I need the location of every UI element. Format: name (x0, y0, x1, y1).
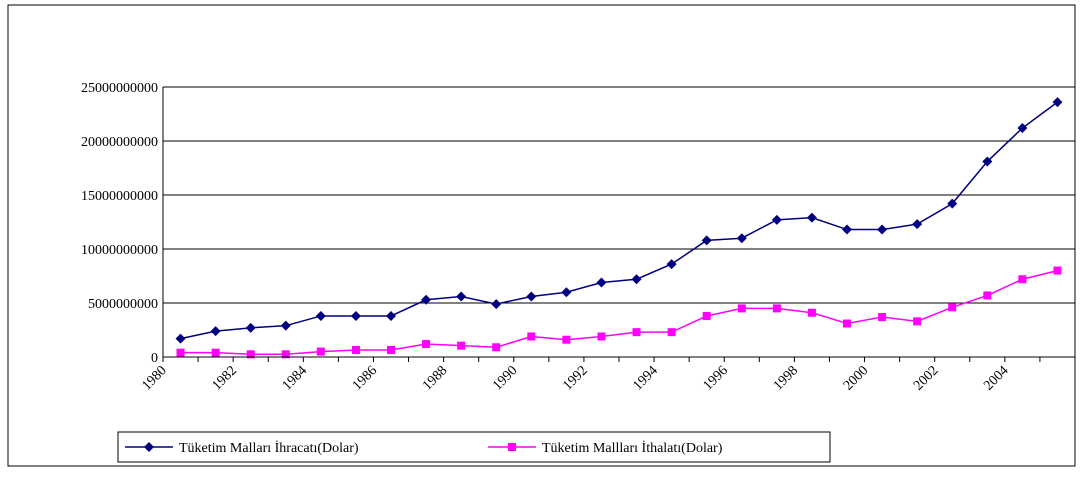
y-tick-label: 20000000000 (81, 135, 158, 150)
point (807, 308, 816, 317)
point (387, 345, 395, 354)
point (666, 259, 677, 270)
y-tick-label: 5000000000 (88, 297, 158, 312)
point (1018, 275, 1027, 284)
legend-label: Tüketim Mallları İthalatı(Dolar) (542, 440, 723, 456)
point (492, 343, 501, 352)
point (527, 332, 536, 341)
point (842, 224, 852, 235)
point (508, 443, 516, 451)
point (175, 333, 186, 344)
point (913, 317, 922, 326)
point (736, 233, 747, 244)
y-tick-label: 0 (151, 351, 158, 366)
series-line (180, 269, 1058, 356)
point (457, 341, 466, 350)
point (210, 326, 221, 337)
point (422, 340, 431, 349)
point (631, 274, 642, 285)
series-line (180, 101, 1058, 340)
point (144, 442, 154, 452)
point (421, 294, 432, 305)
point (561, 287, 572, 298)
point (877, 224, 888, 235)
point (211, 348, 220, 357)
y-tick-label: 25000000000 (81, 81, 158, 96)
point (315, 310, 326, 321)
point (456, 291, 467, 302)
point (351, 345, 360, 354)
point (947, 198, 958, 209)
legend-box (117, 431, 831, 463)
point (878, 313, 887, 322)
point (176, 348, 185, 357)
point (316, 347, 325, 356)
point (1052, 97, 1063, 108)
point (771, 214, 782, 225)
point (1017, 123, 1028, 134)
point (245, 322, 256, 333)
point (596, 277, 607, 288)
legend-label: Tüketim Malları İhracatı(Dolar) (179, 440, 359, 456)
point (1053, 266, 1062, 275)
point (702, 311, 711, 320)
point (632, 328, 641, 337)
point (983, 291, 992, 300)
point (667, 328, 676, 337)
point (737, 304, 746, 313)
y-tick-label: 15000000000 (81, 189, 158, 204)
point (912, 219, 923, 230)
point (772, 304, 781, 313)
point (948, 303, 957, 312)
point (701, 235, 712, 246)
point (386, 310, 396, 321)
point (806, 212, 817, 223)
point (246, 350, 255, 359)
point (491, 299, 502, 310)
chart-border (7, 4, 1076, 467)
point (281, 350, 290, 359)
point (982, 156, 993, 167)
point (562, 335, 571, 344)
point (597, 332, 606, 341)
point (350, 310, 361, 321)
point (280, 320, 291, 331)
y-tick-label: 10000000000 (81, 243, 158, 258)
point (843, 319, 851, 328)
point (526, 291, 537, 302)
